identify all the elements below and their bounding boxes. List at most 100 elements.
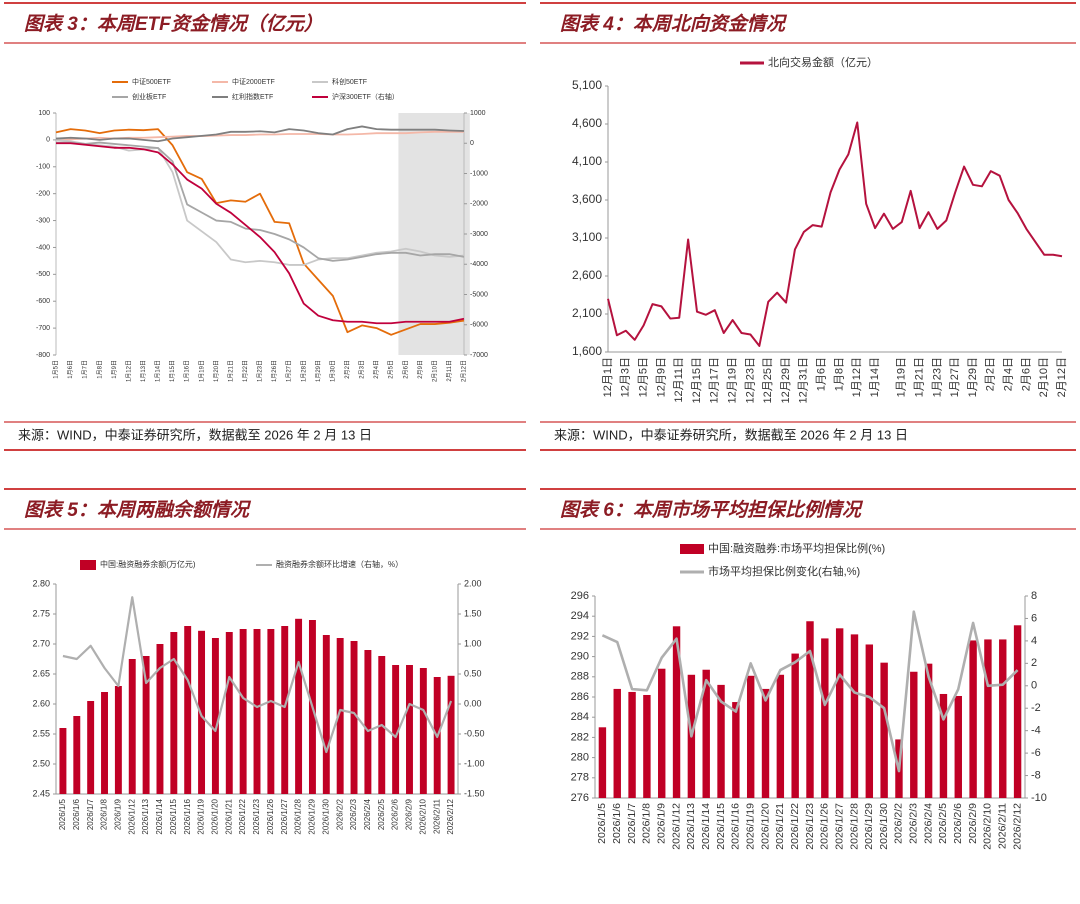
x-tick-label: 2026/1/21 <box>774 803 786 850</box>
x-tick-label: 2月6日 <box>402 360 409 379</box>
bar <box>910 671 918 798</box>
legend-swatch <box>680 544 704 554</box>
y-tick-label: 0 <box>46 137 50 144</box>
chart-panel: 图表 6：本周市场平均担保比例情况来源：WIND，中泰证券研究所，数据截至 20… <box>540 488 1076 850</box>
bar <box>1013 625 1022 798</box>
bar <box>717 684 725 798</box>
y-tick-label: -500 <box>36 271 50 278</box>
x-tick-label: 12月15日 <box>691 357 703 403</box>
legend-label: 沪深300ETF（右轴） <box>332 92 399 101</box>
bar <box>598 727 607 798</box>
y2-tick-label: 6 <box>1031 612 1037 624</box>
x-tick-label: 1月21日 <box>913 357 925 397</box>
x-tick-label: 1月30日 <box>329 360 336 382</box>
series-line <box>62 596 453 754</box>
bar <box>850 634 859 798</box>
x-tick-label: 1月19日 <box>198 360 205 382</box>
y-tick-label: 296 <box>571 590 589 602</box>
bar <box>392 665 400 794</box>
y-tick-label: 100 <box>38 110 50 117</box>
x-tick-label: 2026/2/6 <box>952 803 964 844</box>
x-tick-label: 2026/2/10 <box>982 803 994 850</box>
x-tick-label: 2月10日 <box>431 360 438 382</box>
y-tick-label: 280 <box>571 752 589 764</box>
bar <box>880 662 888 798</box>
legend-label: 北向交易金额（亿元） <box>768 55 878 69</box>
x-tick-label: 1月23日 <box>257 360 264 382</box>
bar <box>350 641 358 794</box>
series-line <box>56 141 465 262</box>
legend-label: 中证2000ETF <box>232 77 275 86</box>
bar <box>835 628 844 798</box>
x-tick-label: 1月7日 <box>82 360 89 379</box>
bar <box>322 635 330 794</box>
y2-tick-label: 0.50 <box>464 668 482 678</box>
y-tick-label: 4,100 <box>572 154 602 168</box>
x-tick-label: 2026/2/5 <box>377 798 386 830</box>
x-tick-label: 12月19日 <box>727 357 739 403</box>
x-tick-label: 2026/1/23 <box>252 798 261 834</box>
bar <box>128 659 136 794</box>
x-tick-label: 1月26日 <box>271 360 278 382</box>
y-tick-label: 2.65 <box>32 668 50 678</box>
x-tick-label: 1月12日 <box>851 357 863 397</box>
legend-label: 红利指数ETF <box>232 92 273 101</box>
legend-label: 融资融券余额环比增速（右轴，%） <box>276 559 403 569</box>
x-tick-label: 2026/1/20 <box>211 798 220 834</box>
bar <box>267 629 275 794</box>
x-tick-label: 1月28日 <box>300 360 307 382</box>
bar <box>87 701 95 794</box>
panel-title: 图表 5：本周两融余额情况 <box>24 499 252 521</box>
x-tick-label: 2026/1/6 <box>611 803 623 844</box>
x-tick-label: 2月11日 <box>446 360 453 382</box>
y2-tick-label: -10 <box>1031 792 1047 804</box>
x-tick-label: 2026/1/16 <box>730 803 742 850</box>
bar <box>184 626 192 794</box>
x-tick-label: 2026/1/14 <box>155 798 164 834</box>
panel-title: 图表 4：本周北向资金情况 <box>560 13 788 35</box>
panel-title: 图表 6：本周市场平均担保比例情况 <box>560 499 864 521</box>
x-tick-label: 1月29日 <box>967 357 979 397</box>
bar <box>628 691 636 798</box>
x-tick-label: 1月6日 <box>816 357 828 391</box>
series-line <box>607 121 1063 347</box>
bar <box>170 632 178 794</box>
x-tick-label: 2026/1/27 <box>833 803 845 850</box>
bar <box>419 668 427 794</box>
x-tick-label: 12月25日 <box>762 357 774 403</box>
chart-panel: 图表 3：本周ETF资金情况（亿元） 来源：WIND，中泰证券研究所，数据截至 2… <box>4 2 526 451</box>
x-tick-label: 1月14日 <box>155 360 162 382</box>
x-tick-label: 1月20日 <box>213 360 220 382</box>
bar <box>114 686 122 794</box>
bar <box>613 688 621 798</box>
x-tick-label: 2026/1/22 <box>789 803 801 850</box>
x-tick-label: 1月19日 <box>896 357 908 397</box>
bar <box>447 675 455 794</box>
y2-tick-label: 0 <box>470 140 474 147</box>
y-tick-label: 5,100 <box>572 78 602 92</box>
x-tick-label: 2026/1/28 <box>848 803 860 850</box>
x-tick-label: 1月13日 <box>140 360 147 382</box>
x-tick-label: 2026/1/21 <box>224 798 233 834</box>
y2-tick-label: 4 <box>1031 635 1037 647</box>
bar <box>295 618 303 794</box>
y2-tick-label: -1.50 <box>464 788 485 798</box>
x-tick-label: 1月16日 <box>184 360 191 382</box>
x-tick-label: 12月29日 <box>780 357 792 403</box>
y2-tick-label: -1000 <box>470 170 488 177</box>
series-line <box>55 125 465 143</box>
bar <box>939 693 948 798</box>
x-tick-label: 2026/1/26 <box>266 798 275 834</box>
bar <box>999 639 1007 798</box>
y2-tick-label: -6 <box>1031 747 1041 759</box>
bar <box>198 630 206 794</box>
x-tick-label: 12月3日 <box>620 357 632 397</box>
x-tick-label: 2026/2/2 <box>335 798 344 830</box>
x-tick-label: 2月12日 <box>1056 357 1068 397</box>
x-tick-label: 2026/1/5 <box>58 798 67 830</box>
x-tick-label: 2026/1/19 <box>744 803 756 850</box>
y-tick-label: 286 <box>571 691 589 703</box>
legend-label: 市场平均担保比例变化(右轴,%) <box>708 564 860 578</box>
y2-tick-label: 2 <box>1031 657 1037 669</box>
x-tick-label: 2026/1/20 <box>759 803 771 850</box>
